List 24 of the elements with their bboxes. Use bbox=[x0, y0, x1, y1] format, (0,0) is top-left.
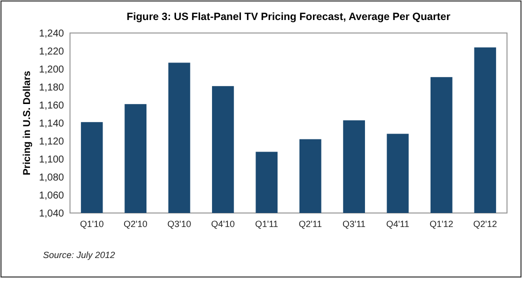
x-tick-label: Q1'11 bbox=[255, 219, 278, 229]
y-tick-label: 1,220 bbox=[38, 46, 64, 58]
y-tick-label: 1,040 bbox=[38, 208, 64, 220]
chart-title: Figure 3: US Flat-Panel TV Pricing Forecast, Average Per Quarter bbox=[126, 11, 450, 23]
y-tick-label: 1,240 bbox=[38, 28, 64, 40]
y-tick-label: 1,080 bbox=[38, 172, 64, 184]
source-note: Source: July 2012 bbox=[43, 250, 116, 260]
y-tick-label: 1,160 bbox=[38, 100, 64, 112]
x-tick-label: Q2'10 bbox=[124, 219, 148, 229]
y-tick-label: 1,060 bbox=[38, 190, 64, 202]
x-tick-label: Q2'11 bbox=[298, 219, 322, 229]
y-tick-label: 1,180 bbox=[38, 82, 64, 94]
y-tick-label: 1,200 bbox=[38, 64, 64, 76]
x-tick-label: Q4'11 bbox=[386, 219, 410, 229]
y-tick-label: 1,120 bbox=[38, 136, 64, 148]
x-tick-label: Q3'10 bbox=[167, 219, 192, 229]
y-axis-title: Pricing in U.S. Dollars bbox=[22, 70, 33, 176]
x-tick-label: Q4'10 bbox=[211, 219, 235, 229]
x-tick-label: Q1'12 bbox=[430, 219, 454, 229]
x-tick-label: Q3'11 bbox=[342, 219, 366, 229]
x-tick-label: Q2'12 bbox=[473, 219, 498, 229]
y-tick-label: 1,100 bbox=[38, 154, 64, 166]
x-tick-label: Q1'10 bbox=[80, 219, 104, 229]
y-tick-label: 1,140 bbox=[38, 118, 64, 130]
